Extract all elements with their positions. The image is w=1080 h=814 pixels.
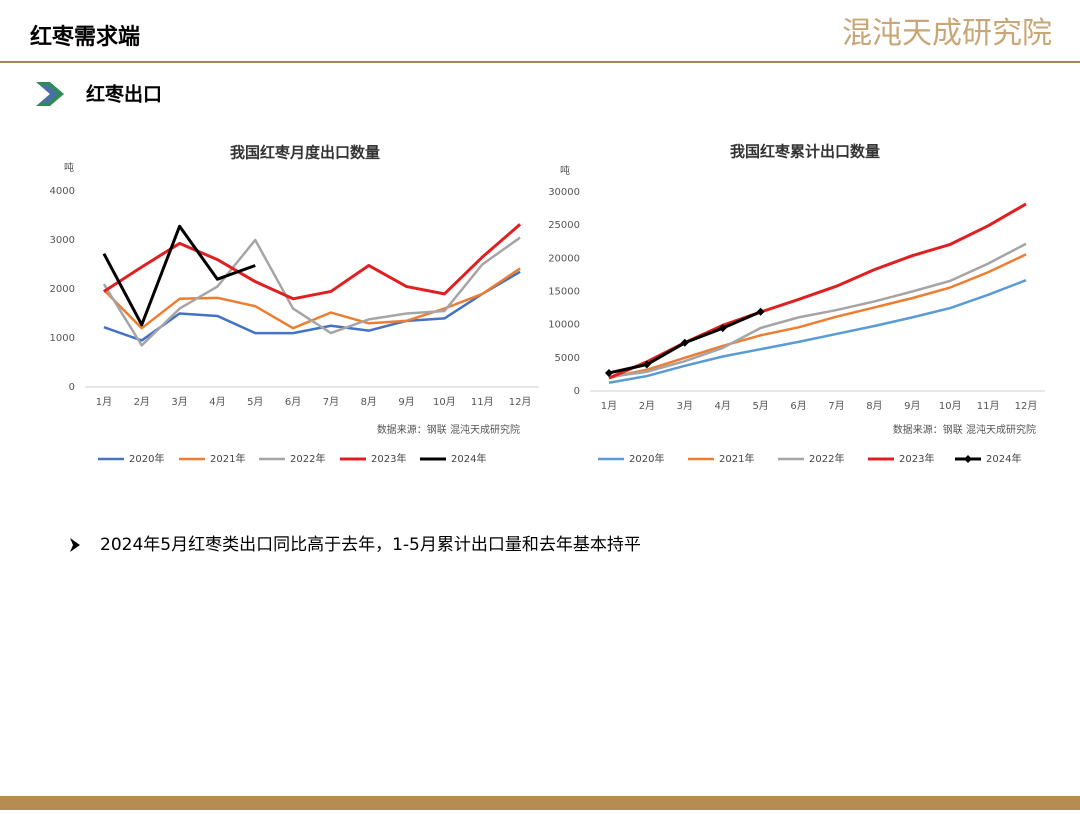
x-tick-label: 9月: [398, 396, 414, 408]
y-tick-label: 1000: [50, 333, 75, 344]
series-line: [608, 253, 1027, 379]
logo: 混沌天成研究院: [842, 16, 1052, 51]
section-title: 红枣出口: [86, 83, 162, 106]
source-note: 数据来源：钢联 混沌天成研究院: [893, 423, 1036, 436]
series-line: [103, 223, 522, 301]
y-tick-label: 3000: [50, 235, 75, 246]
y-tick-label: 25000: [548, 220, 580, 231]
x-tick-label: 11月: [471, 396, 494, 408]
legend-label: 2022年: [809, 452, 844, 465]
x-tick-label: 12月: [509, 396, 532, 408]
point-marker: [604, 368, 613, 377]
legend-label: 2023年: [899, 452, 934, 465]
legend-label: 2022年: [290, 452, 325, 465]
x-tick-label: 11月: [977, 400, 1000, 412]
x-tick-label: 10月: [433, 396, 456, 408]
y-tick-label: 5000: [555, 353, 580, 364]
chart-title: 我国红枣累计出口数量: [730, 143, 880, 161]
x-tick-label: 5月: [247, 396, 263, 408]
legend-marker: [964, 455, 972, 463]
x-tick-label: 4月: [209, 396, 225, 408]
y-tick-label: 4000: [50, 186, 75, 197]
x-tick-label: 7月: [323, 396, 339, 408]
x-tick-label: 3月: [677, 400, 693, 412]
y-axis-unit: 吨: [560, 164, 570, 177]
series-line: [608, 279, 1027, 384]
x-tick-label: 2月: [639, 400, 655, 412]
y-tick-label: 0: [69, 382, 75, 393]
x-tick-label: 8月: [361, 396, 377, 408]
x-tick-label: 10月: [939, 400, 962, 412]
x-tick-label: 5月: [752, 400, 768, 412]
footer-bar: [0, 796, 1080, 810]
x-tick-label: 3月: [171, 396, 187, 408]
x-tick-label: 12月: [1015, 400, 1038, 412]
x-tick-label: 7月: [828, 400, 844, 412]
chevron-icon-inner: [40, 85, 58, 103]
y-tick-label: 20000: [548, 253, 580, 264]
y-tick-label: 2000: [50, 284, 75, 295]
point-marker: [718, 324, 727, 333]
header-rule: [0, 61, 1080, 63]
y-tick-label: 0: [574, 386, 580, 397]
x-tick-label: 9月: [904, 400, 920, 412]
y-axis-unit: 吨: [64, 161, 74, 174]
x-tick-label: 6月: [790, 400, 806, 412]
y-tick-label: 15000: [548, 287, 580, 298]
x-tick-label: 2月: [134, 396, 150, 408]
legend-label: 2024年: [986, 452, 1021, 465]
x-tick-label: 1月: [96, 396, 112, 408]
series-line: [608, 242, 1027, 379]
chart-title: 我国红枣月度出口数量: [230, 144, 380, 162]
series-line: [103, 270, 521, 342]
legend-label: 2020年: [129, 452, 164, 465]
point-marker: [756, 307, 765, 316]
source-note: 数据来源：钢联 混沌天成研究院: [377, 423, 520, 436]
point-marker: [680, 338, 689, 347]
bullet-text: 2024年5月红枣类出口同比高于去年，1-5月累计出口量和去年基本持平: [100, 535, 641, 555]
x-tick-label: 8月: [866, 400, 882, 412]
bullet-icon: [70, 538, 80, 552]
header-title: 红枣需求端: [30, 24, 140, 50]
y-tick-label: 30000: [548, 187, 580, 198]
series-line: [103, 267, 521, 330]
legend-label: 2023年: [371, 452, 406, 465]
legend-label: 2021年: [210, 452, 245, 465]
series-line: [102, 236, 521, 347]
x-tick-label: 4月: [715, 400, 731, 412]
y-tick-label: 10000: [548, 320, 580, 331]
point-marker: [642, 360, 651, 369]
legend-label: 2021年: [719, 452, 754, 465]
legend-label: 2020年: [629, 452, 664, 465]
legend-label: 2024年: [451, 452, 486, 465]
series-line: [102, 224, 256, 327]
x-tick-label: 6月: [285, 396, 301, 408]
x-tick-label: 1月: [601, 400, 617, 412]
